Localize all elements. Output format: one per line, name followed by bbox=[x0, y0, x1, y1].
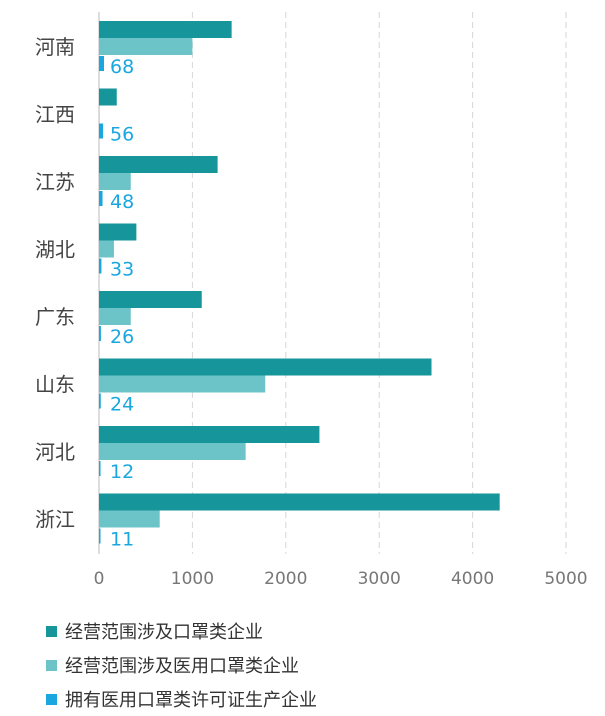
bar-series-0 bbox=[99, 494, 500, 511]
legend-label: 经营范围涉及医用口罩类企业 bbox=[65, 652, 299, 678]
grid-lines bbox=[99, 12, 566, 554]
bar-series-0 bbox=[99, 359, 432, 376]
bar-series-0 bbox=[99, 21, 232, 38]
legend-swatch bbox=[46, 660, 57, 671]
legend-swatch bbox=[46, 694, 57, 705]
bar-series-1 bbox=[99, 173, 131, 190]
bar-series-1 bbox=[99, 376, 265, 393]
legend-item: 经营范围涉及口罩类企业 bbox=[46, 614, 317, 648]
x-tick-label: 3000 bbox=[358, 569, 401, 589]
category-label: 江苏 bbox=[35, 170, 75, 194]
category-label: 河北 bbox=[35, 440, 75, 464]
data-label: 33 bbox=[110, 259, 134, 281]
bar-series-0 bbox=[99, 426, 319, 443]
x-tick-label: 5000 bbox=[544, 569, 587, 589]
bar-series-0 bbox=[99, 291, 202, 308]
bar-series-2 bbox=[99, 529, 101, 544]
bar-series-1 bbox=[99, 443, 246, 460]
bar-group bbox=[99, 21, 500, 544]
category-label: 湖北 bbox=[35, 238, 75, 262]
x-tick-labels: 0 1000 2000 3000 4000 5000 bbox=[94, 569, 588, 589]
category-label: 江西 bbox=[35, 103, 75, 127]
bar-series-0 bbox=[99, 224, 136, 241]
legend: 经营范围涉及口罩类企业 经营范围涉及医用口罩类企业 拥有医用口罩类许可证生产企业 bbox=[46, 614, 317, 716]
data-label: 11 bbox=[110, 529, 134, 551]
x-tick-label: 2000 bbox=[264, 569, 307, 589]
bar-series-0 bbox=[99, 89, 117, 106]
legend-label: 经营范围涉及口罩类企业 bbox=[65, 618, 263, 644]
data-label: 24 bbox=[110, 394, 134, 416]
bar-series-1 bbox=[99, 241, 114, 258]
x-tick-label: 4000 bbox=[451, 569, 494, 589]
x-tick-label: 1000 bbox=[171, 569, 214, 589]
bar-series-2 bbox=[99, 461, 101, 476]
category-label: 广东 bbox=[35, 305, 75, 329]
bar-series-1 bbox=[99, 38, 192, 55]
data-label: 68 bbox=[110, 56, 134, 78]
bar-series-2 bbox=[99, 394, 101, 409]
bar-series-1 bbox=[99, 308, 131, 325]
data-label: 56 bbox=[110, 124, 134, 146]
x-tick-label: 0 bbox=[94, 569, 105, 589]
data-label: 48 bbox=[110, 191, 134, 213]
bar-series-2 bbox=[99, 124, 103, 139]
bar-series-2 bbox=[99, 191, 103, 206]
bar-series-2 bbox=[99, 56, 104, 71]
bar-series-1 bbox=[99, 511, 160, 528]
category-label: 河南 bbox=[35, 35, 75, 59]
legend-swatch bbox=[46, 626, 57, 637]
legend-item: 经营范围涉及医用口罩类企业 bbox=[46, 648, 317, 682]
category-label: 山东 bbox=[35, 373, 75, 397]
data-label: 12 bbox=[110, 461, 134, 483]
bar-series-0 bbox=[99, 156, 218, 173]
legend-item: 拥有医用口罩类许可证生产企业 bbox=[46, 682, 317, 716]
category-label: 浙江 bbox=[35, 508, 75, 532]
legend-label: 拥有医用口罩类许可证生产企业 bbox=[65, 686, 317, 712]
data-label: 26 bbox=[110, 326, 134, 348]
bar-series-2 bbox=[99, 259, 101, 274]
bar-series-2 bbox=[99, 326, 101, 341]
